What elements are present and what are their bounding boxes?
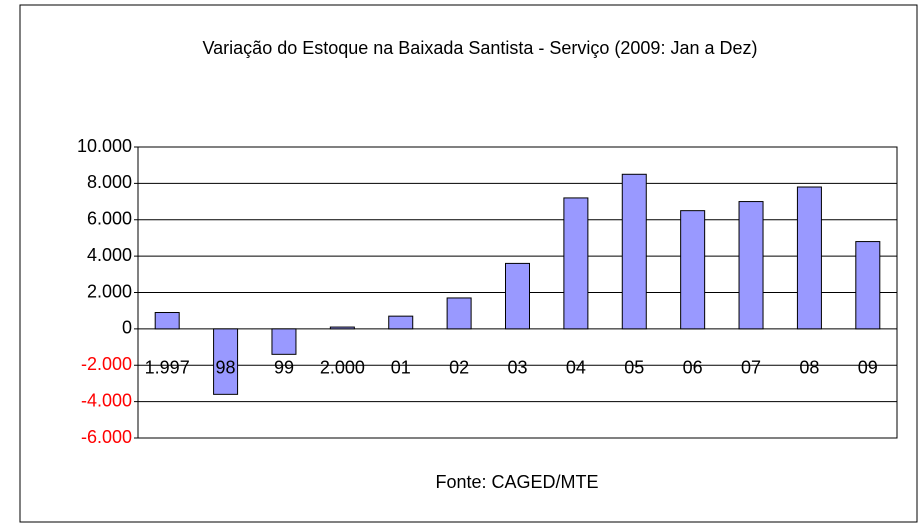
x-tick-label: 02 <box>449 358 469 378</box>
x-tick-label: 05 <box>624 358 644 378</box>
bar <box>446 297 472 330</box>
x-tick-label: 98 <box>216 358 236 378</box>
y-tick-label: 4.000 <box>87 245 132 265</box>
bar <box>154 312 180 330</box>
bar <box>388 315 414 330</box>
bar <box>563 197 589 330</box>
source-note: Fonte: CAGED/MTE <box>435 472 598 492</box>
bar <box>796 186 822 330</box>
x-tick-label: 04 <box>566 358 586 378</box>
bar <box>621 173 647 330</box>
bar <box>680 210 706 330</box>
bar <box>738 201 764 330</box>
y-tick-label: -6.000 <box>81 427 132 447</box>
x-tick-label: 1.997 <box>145 358 190 378</box>
x-tick-label: 07 <box>741 358 761 378</box>
x-tick-label: 2.000 <box>320 358 365 378</box>
bar <box>213 328 239 395</box>
bar <box>329 326 355 330</box>
x-tick-label: 99 <box>274 358 294 378</box>
x-tick-label: 09 <box>858 358 878 378</box>
x-tick-label: 03 <box>507 358 527 378</box>
y-tick-label: 6.000 <box>87 209 132 229</box>
x-tick-label: 08 <box>799 358 819 378</box>
y-tick-label: 2.000 <box>87 281 132 301</box>
bar <box>855 241 881 330</box>
chart-title: Variação do Estoque na Baixada Santista … <box>202 38 758 58</box>
bar <box>505 262 530 330</box>
y-tick-label: -2.000 <box>81 354 132 374</box>
x-tick-label: 06 <box>683 358 703 378</box>
bar <box>271 328 297 355</box>
y-tick-label: 8.000 <box>87 172 132 192</box>
y-tick-label: 10.000 <box>77 136 132 156</box>
y-tick-label: 0 <box>122 318 132 338</box>
y-tick-label: -4.000 <box>81 390 132 410</box>
x-tick-label: 01 <box>391 358 411 378</box>
